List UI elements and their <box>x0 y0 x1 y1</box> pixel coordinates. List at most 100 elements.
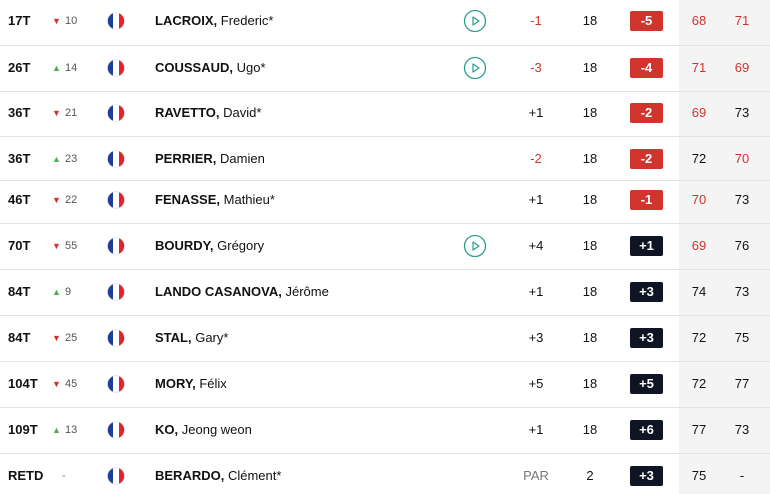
player-name[interactable]: COUSSAUD, Ugo* <box>155 58 266 78</box>
player-name[interactable]: STAL, Gary* <box>155 328 228 348</box>
round-score: 77 <box>734 376 750 391</box>
video-button[interactable] <box>463 56 487 80</box>
total-score: -2 <box>630 103 663 123</box>
movement: 21 <box>65 107 78 119</box>
movement: 10 <box>65 15 78 27</box>
movement-arrow: ▼ <box>52 16 61 26</box>
today-score: -3 <box>530 60 542 75</box>
row-separator <box>0 45 770 46</box>
first-name: Ugo* <box>236 60 266 75</box>
today-score: +1 <box>528 422 544 437</box>
round-score: 69 <box>691 105 707 120</box>
total-score: +6 <box>630 420 663 440</box>
position: 17T <box>8 13 31 28</box>
movement-arrow: ▼ <box>52 333 61 343</box>
round-score: 74 <box>691 284 707 299</box>
first-name: Frederic* <box>220 13 274 28</box>
thru: 18 <box>582 284 598 299</box>
player-name[interactable]: LACROIX, Frederic* <box>155 11 274 31</box>
round-score: 76 <box>734 238 750 253</box>
movement-arrow: ▲ <box>52 154 61 164</box>
player-name[interactable]: BOURDY, Grégory <box>155 236 264 256</box>
first-name: Grégory <box>217 238 265 253</box>
movement-arrow: ▼ <box>52 379 61 389</box>
round-score: 70 <box>734 151 750 166</box>
player-name[interactable]: MORY, Félix <box>155 374 227 394</box>
movement: 25 <box>65 332 78 344</box>
total-score: -5 <box>630 11 663 31</box>
player-name[interactable]: LANDO CASANOVA, Jérôme <box>155 282 329 302</box>
total-score: -4 <box>630 58 663 78</box>
position: 46T <box>8 192 31 207</box>
row-separator <box>0 407 770 408</box>
position: 36T <box>8 105 31 120</box>
round-score: - <box>739 468 745 483</box>
first-name: Gary* <box>195 330 229 345</box>
today-score: -1 <box>530 13 542 28</box>
movement: 22 <box>65 194 78 206</box>
round-score: 71 <box>691 60 707 75</box>
movement-arrow: ▲ <box>52 63 61 73</box>
last-name: MORY, <box>155 376 196 391</box>
position: 104T <box>8 376 38 391</box>
player-name[interactable]: PERRIER, Damien <box>155 149 265 169</box>
flag <box>107 467 125 485</box>
today-score: +1 <box>528 105 544 120</box>
last-name: BOURDY, <box>155 238 214 253</box>
row-separator <box>0 91 770 92</box>
movement-arrow: ▼ <box>52 241 61 251</box>
round-score: 71 <box>734 13 750 28</box>
round-score: 72 <box>691 330 707 345</box>
row-separator <box>0 136 770 137</box>
player-name[interactable]: RAVETTO, David* <box>155 103 261 123</box>
last-name: PERRIER, <box>155 151 217 166</box>
round-score: 70 <box>691 192 707 207</box>
movement: 45 <box>65 378 78 390</box>
last-name: FENASSE, <box>155 192 221 207</box>
total-score: +3 <box>630 466 663 486</box>
movement: 9 <box>65 286 72 298</box>
round-score: 72 <box>691 151 707 166</box>
video-button[interactable] <box>463 9 487 33</box>
thru: 18 <box>582 60 598 75</box>
flag <box>107 421 125 439</box>
total-score: +3 <box>630 282 663 302</box>
round-score: 73 <box>734 105 750 120</box>
today-score: +4 <box>528 238 544 253</box>
player-name[interactable]: FENASSE, Mathieu* <box>155 190 275 210</box>
row-separator <box>0 269 770 270</box>
movement: - <box>62 470 66 482</box>
thru: 18 <box>582 151 598 166</box>
thru: 18 <box>582 422 598 437</box>
movement: 23 <box>65 153 78 165</box>
thru: 2 <box>586 468 594 483</box>
first-name: Clément* <box>227 468 282 483</box>
round-score: 75 <box>734 330 750 345</box>
flag <box>107 329 125 347</box>
player-name[interactable]: BERARDO, Clément* <box>155 466 281 486</box>
flag <box>107 237 125 255</box>
position: 109T <box>8 422 38 437</box>
video-button[interactable] <box>463 234 487 258</box>
round-score: 77 <box>691 422 707 437</box>
last-name: LANDO CASANOVA, <box>155 284 282 299</box>
flag <box>107 104 125 122</box>
total-score: -2 <box>630 149 663 169</box>
position: 70T <box>8 238 31 253</box>
position: 84T <box>8 284 31 299</box>
round-score: 69 <box>691 238 707 253</box>
today-score: +5 <box>528 376 544 391</box>
player-name[interactable]: KO, Jeong weon <box>155 420 252 440</box>
last-name: STAL, <box>155 330 192 345</box>
position: 36T <box>8 151 31 166</box>
movement-arrow: ▲ <box>52 287 61 297</box>
flag <box>107 150 125 168</box>
flag <box>107 191 125 209</box>
last-name: RAVETTO, <box>155 105 220 120</box>
thru: 18 <box>582 192 598 207</box>
first-name: Jeong weon <box>181 422 252 437</box>
flag <box>107 283 125 301</box>
rounds-column-background <box>679 0 770 494</box>
row-separator <box>0 180 770 181</box>
